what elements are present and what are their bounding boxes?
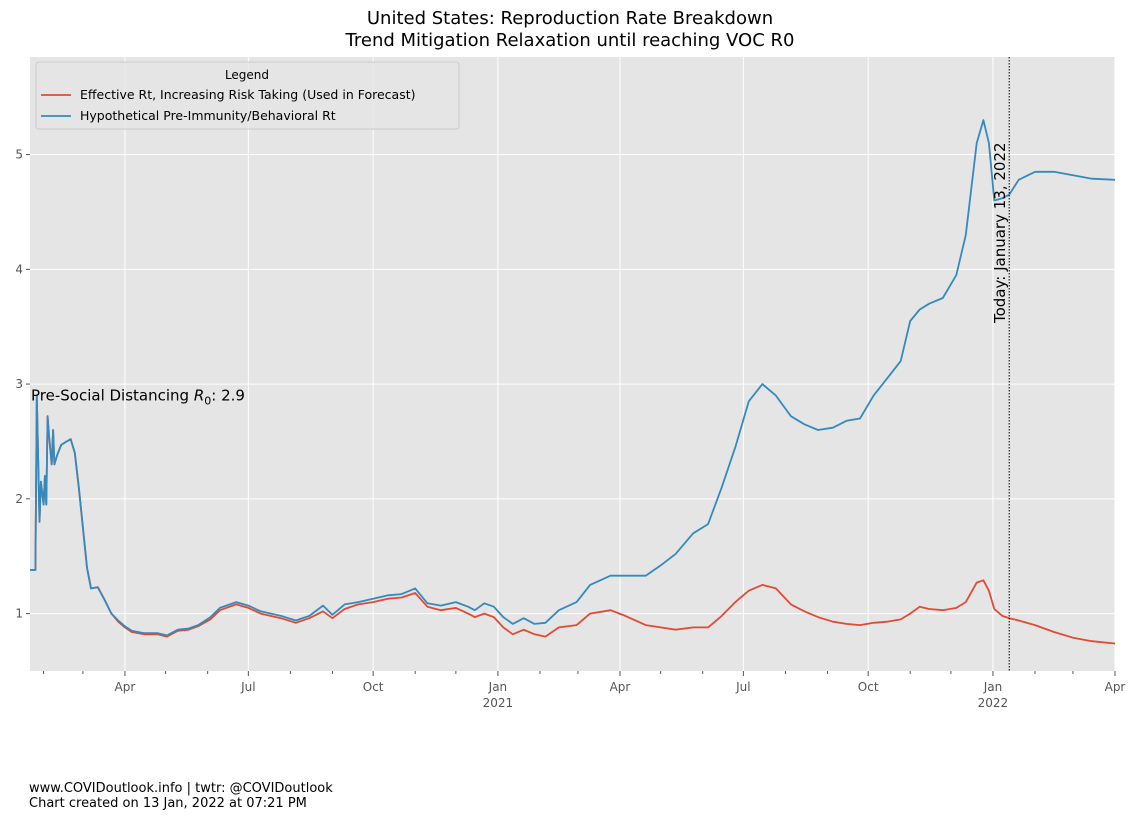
- x-tick-label: Oct: [363, 680, 384, 694]
- y-tick-label: 2: [15, 492, 23, 506]
- series-layer: [30, 119, 1116, 645]
- r0-subscript: 0: [204, 395, 211, 408]
- grid: [30, 57, 1116, 671]
- x-tick-label: Jul: [735, 680, 750, 694]
- x-tick-label: Jan: [488, 680, 508, 694]
- legend: Legend Effective Rt, Increasing Risk Taki…: [35, 61, 460, 130]
- x-tick-sublabel: 2021: [483, 696, 514, 710]
- legend-box: [35, 61, 460, 130]
- x-tick-label: Apr: [1105, 680, 1126, 694]
- chart-subtitle: Trend Mitigation Relaxation until reachi…: [345, 30, 795, 51]
- r0-value: : 2.9: [211, 387, 245, 405]
- footer-timestamp: Chart created on 13 Jan, 2022 at 07:21 P…: [29, 796, 307, 811]
- y-tick-label: 5: [15, 148, 23, 162]
- legend-title: Legend: [225, 68, 269, 82]
- axis-layer: 1 2 3 4 5 Apr Jul Oct Jan 2021 Apr Jul Oct Jan 2022 Apr: [15, 148, 1125, 710]
- x-tick-label: Apr: [610, 680, 631, 694]
- y-tick-label: 1: [15, 607, 23, 621]
- x-tick-sublabel: 2022: [978, 696, 1009, 710]
- legend-label-1: Effective Rt, Increasing Risk Taking (Us…: [80, 87, 415, 102]
- legend-label-2: Hypothetical Pre-Immunity/Behavioral Rt: [80, 108, 336, 123]
- annotation-layer: Today: January 13, 2022 Pre-Social Distan…: [31, 57, 1010, 671]
- y-tick-label: 3: [15, 377, 23, 391]
- r0-symbol: R: [194, 387, 204, 405]
- series-line-2: [30, 119, 1116, 637]
- footer-credit: www.COVIDoutlook.info | twtr: @COVIDoutl…: [29, 781, 333, 796]
- x-tick-label: Oct: [858, 680, 879, 694]
- r0-annotation: Pre-Social Distancing R0: 2.9: [31, 387, 245, 408]
- x-tick-label: Jul: [240, 680, 255, 694]
- plot-area: [30, 57, 1115, 671]
- x-tick-label: Jan: [983, 680, 1003, 694]
- today-label: Today: January 13, 2022: [991, 142, 1009, 324]
- y-tick-label: 4: [15, 262, 23, 276]
- chart-title: United States: Reproduction Rate Breakdo…: [367, 8, 773, 29]
- x-tick-label: Apr: [115, 680, 136, 694]
- r0-label: Pre-Social Distancing: [31, 387, 194, 405]
- footer: www.COVIDoutlook.info | twtr: @COVIDoutl…: [29, 781, 333, 811]
